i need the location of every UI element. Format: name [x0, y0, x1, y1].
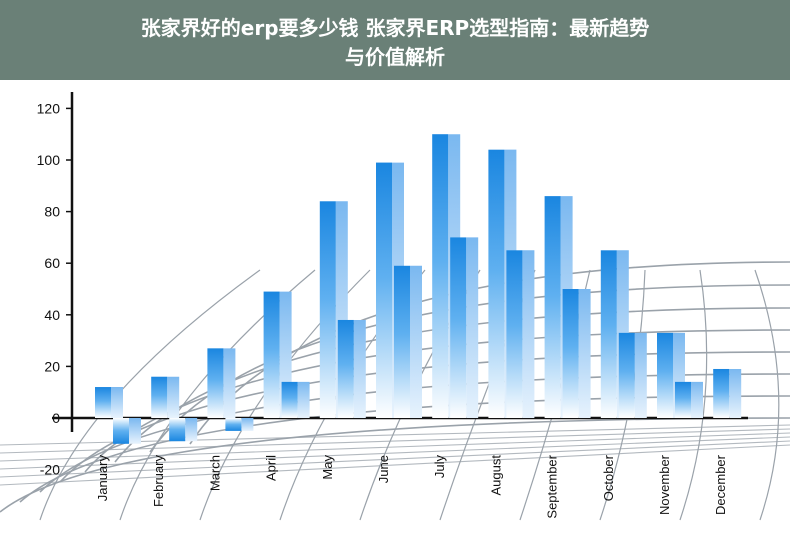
x-tick-label: November [657, 454, 672, 515]
bar-side [634, 332, 647, 418]
bar-series-2-june [394, 265, 422, 418]
bar-front [657, 332, 673, 418]
bar-front [675, 381, 691, 418]
bar-side [410, 265, 422, 418]
bars [95, 134, 742, 444]
x-tick-label: December [713, 454, 728, 515]
bar-side [466, 237, 479, 418]
bar-series-1-january [95, 387, 123, 418]
bar-front [618, 332, 635, 418]
bar-side [353, 319, 366, 418]
x-tick-label: May [320, 455, 335, 480]
bar-series-2-august [506, 250, 535, 418]
y-tick-label: 60 [44, 255, 60, 271]
bar-side [729, 368, 742, 418]
x-tick-label: January [95, 455, 110, 502]
grid-line [149, 284, 790, 453]
x-tick-label: April [264, 455, 279, 481]
bar-front [281, 381, 298, 418]
x-tick-label: July [432, 455, 447, 479]
bar-side [223, 348, 236, 418]
bar-front [394, 265, 410, 418]
page-title-line-1: 张家界好的erp要多少钱 张家界ERP选型指南：最新趋势 [140, 16, 650, 40]
bar-series-1-march [207, 348, 236, 418]
x-tick-label: February [151, 455, 166, 508]
bar-series-1-december [713, 368, 742, 418]
bar-front [376, 162, 392, 418]
y-tick-label: -20 [40, 462, 60, 478]
grid-line [0, 432, 790, 462]
bar-front [506, 250, 523, 418]
x-tick-label: March [207, 455, 222, 491]
bar-front [95, 387, 111, 418]
grid-line [0, 428, 790, 454]
bar-series-2-march [225, 418, 254, 431]
bar-series-2-may [337, 319, 366, 418]
bar-series-2-february [169, 418, 198, 442]
bar-series-2-april [281, 381, 310, 418]
bar-front [225, 418, 242, 431]
bar-side [691, 381, 703, 418]
bar-series-1-february [151, 376, 180, 418]
bar-front [450, 237, 467, 418]
grid-line [754, 269, 780, 521]
x-tick-label: August [488, 455, 503, 496]
x-tick-label: June [376, 455, 391, 483]
page-title-banner: 张家界好的erp要多少钱 张家界ERP选型指南：最新趋势 与价值解析 [0, 0, 790, 80]
bar-front [600, 250, 617, 418]
bar-front [319, 201, 336, 418]
bar-series-2-january [113, 418, 141, 444]
bar-front [544, 196, 561, 418]
grid-line [0, 436, 790, 470]
bar-series-2-september [562, 289, 591, 418]
y-tick-label: 100 [37, 152, 61, 168]
bar-front [113, 418, 129, 444]
bar-front [562, 289, 579, 418]
bar-series-2-july [450, 237, 479, 418]
x-tick-label: September [545, 454, 560, 518]
bar-series-2-november [675, 381, 703, 418]
bar-front [488, 149, 505, 418]
bar-front [207, 348, 224, 418]
bar-side [185, 418, 198, 442]
bar-front [337, 319, 354, 418]
bar-front [263, 291, 280, 418]
bar-front [713, 368, 730, 418]
grid-line [0, 444, 790, 486]
bar-series-2-october [618, 332, 647, 418]
grid-line [0, 417, 790, 513]
bar-front [169, 418, 186, 442]
y-tick-label: 120 [37, 100, 61, 116]
bar-side [241, 418, 254, 431]
y-tick-label: 80 [44, 204, 60, 220]
bar-side [111, 387, 123, 418]
bar-side [522, 250, 535, 418]
bar-side [297, 381, 310, 418]
bar-side [167, 376, 180, 418]
y-tick-label: 40 [44, 307, 60, 323]
grid-line [0, 440, 790, 478]
grid-line [679, 269, 708, 521]
page-title-line-2: 与价值解析 [345, 45, 445, 69]
y-tick-label: 20 [44, 358, 60, 374]
bar-front [432, 134, 449, 418]
labels: -20 0 20 40 60 80 100 120 January February March Ap… [37, 100, 729, 518]
bar-front [151, 376, 168, 418]
y-tick-label: 0 [52, 410, 60, 426]
x-tick-label: October [601, 454, 616, 501]
bar-side [578, 289, 591, 418]
bar-side [129, 418, 141, 444]
